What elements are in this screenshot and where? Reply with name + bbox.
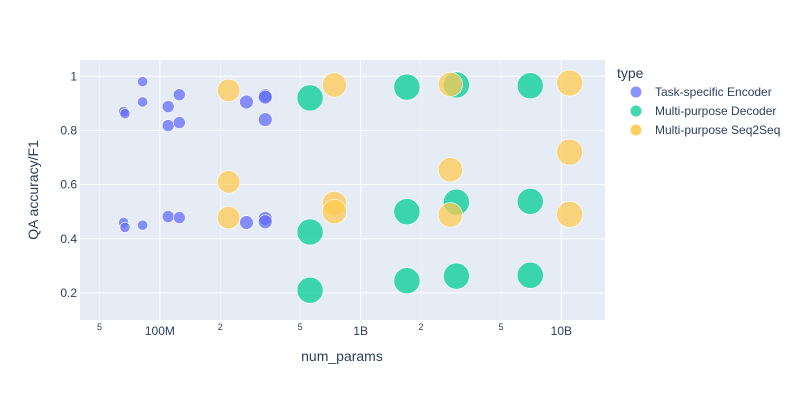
legend-label-multi-purpose-seq2seq: Multi-purpose Seq2Seq bbox=[655, 123, 780, 137]
y-axis-title: QA accuracy/F1 bbox=[25, 140, 41, 240]
point-task-specific-encoder[interactable] bbox=[239, 94, 254, 110]
point-multi-purpose-seq2seq[interactable] bbox=[217, 170, 241, 194]
point-task-specific-encoder[interactable] bbox=[137, 219, 149, 231]
point-multi-purpose-seq2seq[interactable] bbox=[556, 138, 584, 166]
point-task-specific-encoder[interactable] bbox=[119, 108, 131, 120]
point-task-specific-encoder[interactable] bbox=[173, 211, 186, 224]
point-multi-purpose-decoder[interactable] bbox=[393, 198, 421, 226]
point-multi-purpose-seq2seq[interactable] bbox=[437, 202, 463, 228]
data-points bbox=[118, 69, 584, 304]
point-multi-purpose-decoder[interactable] bbox=[443, 262, 470, 290]
x-minor-tick-label: 2 bbox=[419, 322, 424, 332]
x-minor-tick-label: 5 bbox=[498, 322, 503, 332]
x-minor-tick-label: 5 bbox=[298, 322, 303, 332]
point-multi-purpose-decoder[interactable] bbox=[516, 72, 544, 100]
legend: type Task-specific Encoder Multi-purpose… bbox=[617, 65, 780, 137]
point-multi-purpose-seq2seq[interactable] bbox=[437, 71, 463, 97]
point-task-specific-encoder[interactable] bbox=[258, 112, 273, 127]
point-multi-purpose-seq2seq[interactable] bbox=[321, 72, 347, 98]
legend-title: type bbox=[617, 65, 644, 81]
point-task-specific-encoder[interactable] bbox=[119, 221, 131, 233]
point-multi-purpose-decoder[interactable] bbox=[516, 261, 544, 289]
x-tick-label: 100M bbox=[145, 324, 175, 338]
point-task-specific-encoder[interactable] bbox=[161, 210, 175, 223]
point-multi-purpose-seq2seq[interactable] bbox=[556, 201, 584, 228]
legend-marker-task-specific-encoder bbox=[630, 86, 642, 98]
point-multi-purpose-decoder[interactable] bbox=[296, 218, 324, 246]
legend-label-task-specific-encoder: Task-specific Encoder bbox=[655, 85, 772, 99]
legend-item-task-specific-encoder[interactable]: Task-specific Encoder bbox=[630, 85, 772, 99]
y-tick-label: 1 bbox=[70, 69, 77, 83]
point-multi-purpose-decoder[interactable] bbox=[296, 84, 324, 112]
y-tick-label: 0.6 bbox=[60, 178, 77, 192]
point-multi-purpose-seq2seq[interactable] bbox=[437, 157, 463, 183]
legend-item-multi-purpose-seq2seq[interactable]: Multi-purpose Seq2Seq bbox=[630, 123, 781, 137]
x-tick-label: 1B bbox=[353, 324, 368, 338]
legend-marker-multi-purpose-decoder bbox=[630, 105, 642, 117]
point-task-specific-encoder[interactable] bbox=[137, 96, 149, 108]
point-multi-purpose-seq2seq[interactable] bbox=[217, 206, 241, 230]
point-multi-purpose-decoder[interactable] bbox=[393, 73, 421, 101]
point-task-specific-encoder[interactable] bbox=[258, 89, 273, 105]
point-task-specific-encoder[interactable] bbox=[173, 88, 186, 101]
legend-label-multi-purpose-decoder: Multi-purpose Decoder bbox=[655, 104, 776, 118]
point-multi-purpose-decoder[interactable] bbox=[516, 188, 544, 215]
y-tick-label: 0.4 bbox=[60, 232, 77, 246]
point-multi-purpose-seq2seq[interactable] bbox=[321, 199, 347, 225]
point-multi-purpose-decoder[interactable] bbox=[393, 267, 421, 295]
x-tick-label: 10B bbox=[551, 324, 572, 338]
x-minor-tick-label: 5 bbox=[97, 322, 102, 332]
point-multi-purpose-seq2seq[interactable] bbox=[556, 69, 584, 97]
legend-marker-multi-purpose-seq2seq bbox=[630, 124, 642, 136]
x-minor-tick-label: 2 bbox=[218, 322, 223, 332]
y-tick-label: 0.8 bbox=[60, 123, 77, 137]
point-multi-purpose-decoder[interactable] bbox=[296, 276, 324, 304]
point-task-specific-encoder[interactable] bbox=[137, 76, 149, 88]
point-task-specific-encoder[interactable] bbox=[258, 214, 273, 229]
axis-ticks: 100M 1B 10B 5 2 5 2 5 0.2 0.4 0.6 0.8 1 bbox=[60, 69, 572, 338]
point-task-specific-encoder[interactable] bbox=[239, 215, 254, 230]
grid bbox=[80, 60, 605, 320]
point-task-specific-encoder[interactable] bbox=[161, 119, 175, 132]
y-tick-label: 0.2 bbox=[60, 286, 77, 300]
point-multi-purpose-seq2seq[interactable] bbox=[217, 78, 241, 102]
point-task-specific-encoder[interactable] bbox=[161, 100, 175, 113]
x-axis-title: num_params bbox=[301, 348, 383, 364]
point-task-specific-encoder[interactable] bbox=[173, 116, 186, 129]
legend-item-multi-purpose-decoder[interactable]: Multi-purpose Decoder bbox=[630, 104, 777, 118]
